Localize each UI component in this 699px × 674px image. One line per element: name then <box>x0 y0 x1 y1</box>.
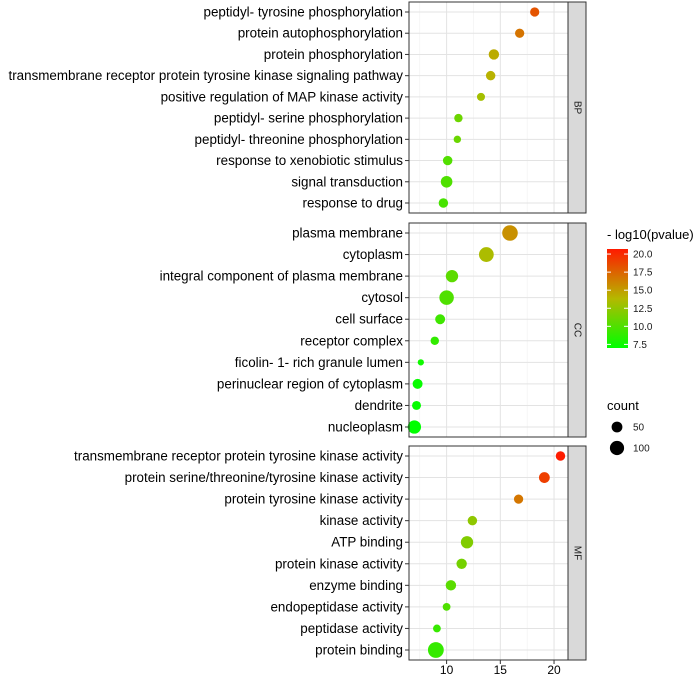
data-point <box>430 336 439 345</box>
color-legend-ticks: 20.0 17.5 15.0 12.5 10.0 7.5 <box>607 250 653 351</box>
term-label: endopeptidase activity <box>270 599 403 614</box>
x-tick-label: 20 <box>547 663 561 674</box>
data-point <box>467 515 478 526</box>
colorbar-tick-label: 15.0 <box>633 286 653 297</box>
color-legend-bar <box>607 249 628 348</box>
data-point <box>460 536 474 549</box>
term-label: ATP binding <box>331 535 403 550</box>
colorbar-tick-label: 17.5 <box>633 268 653 279</box>
facet-panels: peptidyl- tyrosine phosphorylation protei… <box>9 1 587 661</box>
term-label: perinuclear region of cytoplasm <box>217 376 403 391</box>
term-label: nucleoplasm <box>328 420 403 435</box>
colorbar-tick-label: 7.5 <box>633 340 647 351</box>
term-label: response to xenobiotic stimulus <box>216 153 403 168</box>
data-point <box>442 602 451 611</box>
term-label: peptidyl- threonine phosphorylation <box>195 132 403 147</box>
data-point <box>442 155 453 166</box>
x-tick-label: 15 <box>494 663 508 674</box>
data-point <box>445 269 459 283</box>
legend: - log10(pvalue) 20.017.515.012.510.07.5 … <box>607 227 694 456</box>
data-point <box>407 420 422 434</box>
term-label: dendrite <box>355 398 403 413</box>
data-point <box>427 642 444 658</box>
data-point <box>438 198 449 208</box>
term-label: protein tyrosine kinase activity <box>224 492 403 507</box>
facet-strip <box>567 222 587 438</box>
colorbar-tick-label: 12.5 <box>633 304 653 315</box>
term-label: integral component of plasma membrane <box>160 269 403 284</box>
data-point <box>488 49 500 60</box>
data-point <box>478 247 494 262</box>
data-point <box>412 400 421 410</box>
term-label: kinase activity <box>320 513 404 528</box>
color-legend-title: - log10(pvalue) <box>607 227 694 242</box>
data-point <box>440 175 453 188</box>
data-point <box>456 558 467 569</box>
data-point <box>502 225 518 241</box>
data-point <box>445 580 457 591</box>
data-point <box>439 290 454 305</box>
data-point <box>515 28 525 38</box>
term-label: cell surface <box>335 312 403 327</box>
size-legend-label: 50 <box>633 423 645 434</box>
term-label: transmembrane receptor protein tyrosine … <box>74 449 403 464</box>
term-label: receptor complex <box>300 333 403 348</box>
data-point <box>435 314 446 325</box>
term-label: enzyme binding <box>309 578 403 593</box>
colorbar-tick-label: 20.0 <box>633 250 653 261</box>
data-point <box>555 451 566 461</box>
term-label: cytosol <box>361 290 403 305</box>
term-label: signal transduction <box>291 174 403 189</box>
facet-strip-label: BP <box>571 101 582 115</box>
facet-strip-label: CC <box>571 323 582 337</box>
term-label: cytoplasm <box>343 247 403 262</box>
size-legend-title: count <box>607 398 639 413</box>
term-label: response to drug <box>303 196 404 211</box>
panel-bp: peptidyl- tyrosine phosphorylation protei… <box>9 1 587 214</box>
term-label: peptidyl- tyrosine phosphorylation <box>204 5 404 20</box>
size-legend-label: 100 <box>633 444 650 455</box>
panel-mf: transmembrane receptor protein tyrosine … <box>74 445 587 661</box>
data-point <box>538 472 550 483</box>
term-label: protein kinase activity <box>275 556 403 571</box>
data-point <box>485 70 496 81</box>
size-legend-entries: 50 100 <box>609 421 650 456</box>
data-point <box>412 378 423 389</box>
term-label: peptidyl- serine phosphorylation <box>214 111 403 126</box>
facet-strip-label: MF <box>571 546 582 560</box>
colorbar-tick-label: 10.0 <box>633 322 653 333</box>
x-axis: 10 15 20 <box>440 660 561 674</box>
term-label: positive regulation of MAP kinase activi… <box>161 89 404 104</box>
term-label: protein phosphorylation <box>264 47 403 62</box>
term-label: plasma membrane <box>292 226 403 241</box>
data-point <box>530 7 540 17</box>
data-point <box>433 624 441 633</box>
data-point <box>454 113 463 123</box>
term-label: protein binding <box>315 643 403 658</box>
data-point <box>417 359 424 366</box>
term-label: protein serine/threonine/tyrosine kinase… <box>125 470 404 485</box>
data-point <box>476 92 486 101</box>
term-label: transmembrane receptor protein tyrosine … <box>9 68 404 83</box>
data-point <box>513 494 524 504</box>
size-legend-dot <box>609 440 625 456</box>
panel-cc: plasma membrane cytoplasm integral compone… <box>160 222 587 438</box>
term-label: ficolin- 1- rich granule lumen <box>235 355 403 370</box>
data-point <box>453 135 462 144</box>
panel-background <box>409 2 568 213</box>
term-label: protein autophosphorylation <box>238 26 403 41</box>
size-legend-dot <box>611 421 623 433</box>
term-label: peptidase activity <box>300 621 403 636</box>
facet-strip <box>567 1 587 214</box>
facet-strip <box>567 445 587 661</box>
x-tick-label: 10 <box>440 663 454 674</box>
